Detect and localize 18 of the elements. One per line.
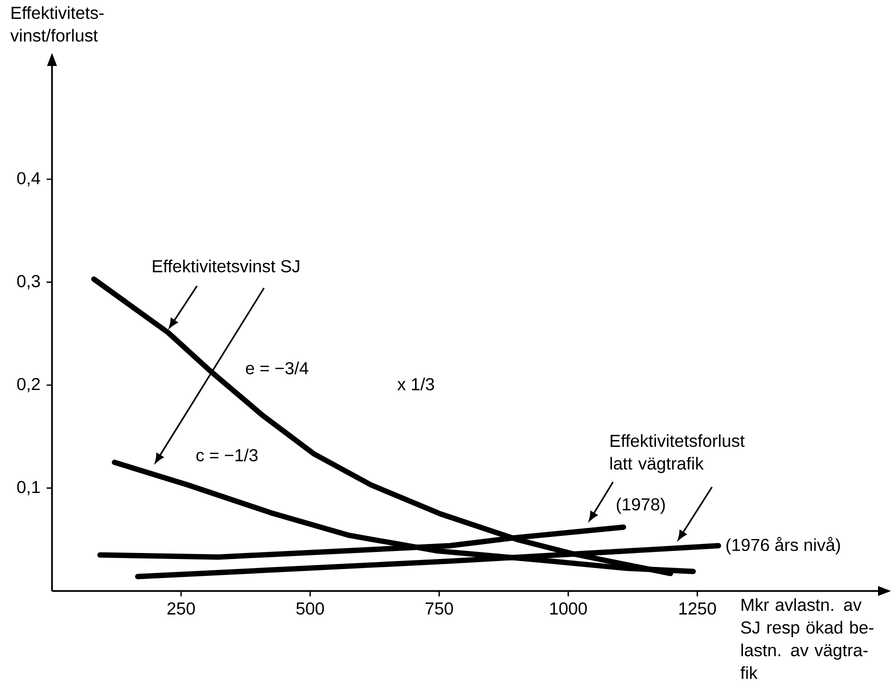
y-tick-label: 0,1 bbox=[17, 480, 40, 496]
x-tick-label: 500 bbox=[296, 602, 324, 615]
annotation: Effektivitetsforlust latt vägtrafik bbox=[610, 434, 745, 474]
x-axis-title: Mkr avlastn. av SJ resp ökad be-lastn. av vägtra-fik bbox=[740, 598, 874, 679]
annotation: Effektivitetsvinst SJ bbox=[152, 260, 300, 272]
x-tick-label: 1250 bbox=[679, 602, 716, 615]
y-tick-label: 0,2 bbox=[17, 378, 40, 392]
annotation: x 1/3 bbox=[397, 378, 434, 390]
annotation: e = −3/4 bbox=[246, 362, 308, 374]
x-tick-label: 750 bbox=[426, 602, 453, 615]
y-tick-label: 0,4 bbox=[17, 172, 40, 186]
x-tick-label: 1000 bbox=[550, 602, 587, 615]
y-tick-label: 0,3 bbox=[17, 275, 40, 290]
x-tick-label: 250 bbox=[167, 602, 195, 615]
annotation: c = −1/3 bbox=[196, 448, 258, 462]
annotation: (1976 års nivå) bbox=[726, 536, 840, 554]
y-axis-title: Effektivitets-vinst/forlust bbox=[10, 6, 104, 42]
annotation: (1978) bbox=[616, 498, 665, 514]
